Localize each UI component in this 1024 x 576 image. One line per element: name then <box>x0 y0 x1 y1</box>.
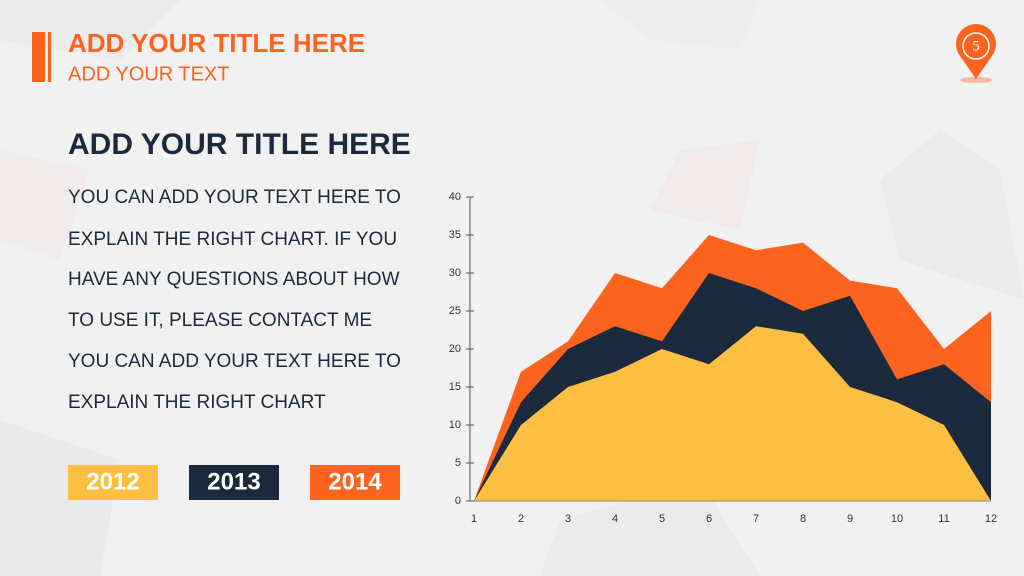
legend-label: 2013 <box>207 468 260 495</box>
page-number: 5 <box>972 38 980 54</box>
area <box>474 326 991 501</box>
body-line: TO USE IT, PLEASE CONTACT ME <box>68 310 372 331</box>
legend-label: 2014 <box>328 468 382 495</box>
y-tick-label: 35 <box>449 229 461 241</box>
y-tick-label: 15 <box>449 381 461 393</box>
x-tick-label: 10 <box>891 513 903 525</box>
y-tick-label: 5 <box>455 457 461 469</box>
x-tick-label: 5 <box>659 513 665 525</box>
legend-swatch <box>68 465 158 500</box>
x-tick-label: 12 <box>985 513 997 525</box>
body-title: ADD YOUR TITLE HERE <box>68 128 411 161</box>
x-tick-label: 8 <box>800 513 806 525</box>
y-tick-label: 40 <box>449 191 461 203</box>
legend-swatch <box>310 465 400 500</box>
body-line: EXPLAIN THE RIGHT CHART. IF YOU <box>68 229 397 250</box>
x-tick-label: 3 <box>565 513 571 525</box>
body-line: YOU CAN ADD YOUR TEXT HERE TO <box>68 351 401 372</box>
y-tick-label: 25 <box>449 305 461 317</box>
x-tick-label: 2 <box>518 513 524 525</box>
y-tick-label: 30 <box>449 267 461 279</box>
y-tick-label: 10 <box>449 419 461 431</box>
header-title: ADD YOUR TITLE HERE <box>68 28 365 58</box>
title-bar-thin <box>48 32 51 82</box>
x-tick-label: 11 <box>938 513 949 525</box>
body-line: YOU CAN ADD YOUR TEXT HERE TO <box>68 187 401 208</box>
x-tick-label: 4 <box>612 513 618 525</box>
x-tick-label: 7 <box>753 513 759 525</box>
title-bar <box>32 32 45 82</box>
x-tick-label: 1 <box>471 513 477 525</box>
y-tick-label: 0 <box>455 495 461 507</box>
legend-swatch <box>189 465 279 500</box>
x-tick-label: 9 <box>847 513 853 525</box>
legend-label: 2012 <box>86 468 139 495</box>
y-tick-label: 20 <box>449 343 461 355</box>
body-line: HAVE ANY QUESTIONS ABOUT HOW <box>68 269 400 290</box>
header-subtitle: ADD YOUR TEXT <box>68 63 230 85</box>
body-line: EXPLAIN THE RIGHT CHART <box>68 392 326 413</box>
page-pin: 5 <box>956 24 996 83</box>
x-tick-label: 6 <box>706 513 712 525</box>
